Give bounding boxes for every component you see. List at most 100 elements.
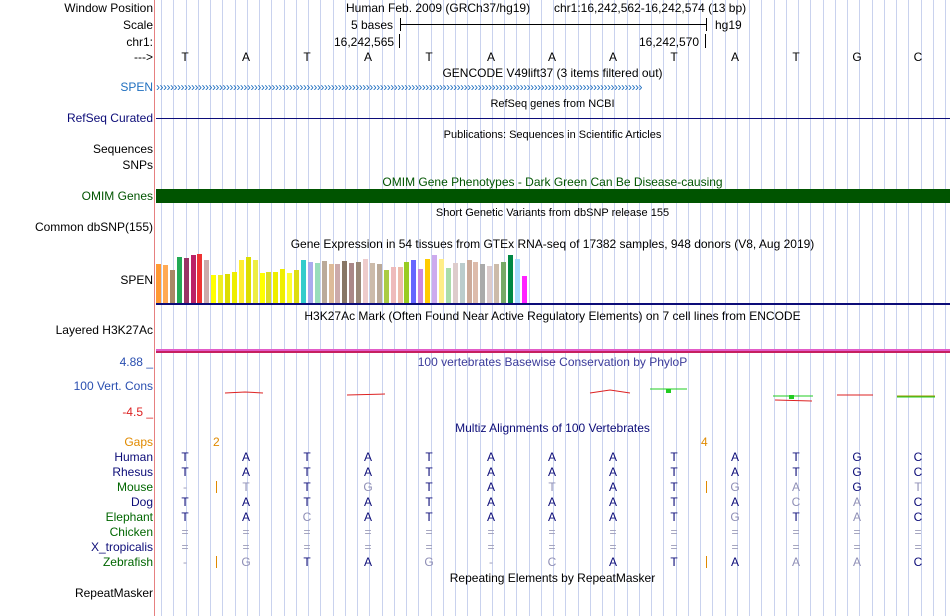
alignment-base: A [363,450,372,464]
species-label[interactable]: Rhesus [112,465,153,479]
grid-line [320,0,321,616]
gtex-tissue-bar[interactable] [397,267,403,303]
gtex-tissue-bar[interactable] [231,272,237,303]
gtex-tissue-bar[interactable] [363,259,368,303]
gtex-tissue-bar[interactable] [321,261,327,303]
coord-left-tick [399,34,400,48]
gaps-label[interactable]: Gaps [124,435,153,449]
gtex-tissue-bar[interactable] [494,264,500,303]
gtex-tissue-bar[interactable] [438,259,444,303]
alignment-base: = [609,525,617,539]
gtex-tissue-bar[interactable] [369,263,375,303]
gtex-tissue-bar[interactable] [300,260,306,303]
publications-label-line2[interactable]: SNPs [122,158,153,172]
gtex-tissue-bar[interactable] [211,275,217,303]
refseq-gene-feature[interactable] [156,118,950,119]
gtex-tissue-bar[interactable] [376,264,382,303]
gencode-gene-label[interactable]: SPEN [120,80,153,94]
species-label[interactable]: Chicken [109,525,153,539]
gtex-baseline [156,303,950,305]
gtex-tissue-bar[interactable] [162,265,168,303]
gtex-tissue-bar[interactable] [314,263,320,303]
species-label[interactable]: Human [114,450,153,464]
dbsnp-track-label[interactable]: Common dbSNP(155) [34,220,153,234]
gtex-tissue-bar[interactable] [266,272,272,303]
gtex-tissue-bar[interactable] [190,255,196,303]
species-label[interactable]: X_tropicalis [90,540,153,554]
gtex-tissue-bar[interactable] [404,262,410,303]
gtex-tissue-bar[interactable] [156,264,161,303]
omim-gene-feature[interactable] [156,189,950,203]
alignment-base: T [425,510,433,524]
grid-line [798,0,799,616]
gtex-tissue-bar[interactable] [307,262,313,303]
gtex-tissue-bar[interactable] [245,257,251,303]
gtex-tissue-bar[interactable] [238,260,244,303]
gtex-tissue-bar[interactable] [411,260,417,303]
species-label[interactable]: Zebrafish [102,555,153,569]
phylop-graph[interactable] [155,380,950,410]
species-label[interactable]: Mouse [116,480,153,494]
refseq-track-label[interactable]: RefSeq Curated [66,111,153,125]
gtex-tissue-bar[interactable] [183,258,189,303]
gtex-tissue-bar[interactable] [287,273,293,303]
gtex-tissue-bar[interactable] [501,262,506,303]
alignment-base: T [670,450,678,464]
gtex-tissue-bar[interactable] [328,264,334,303]
alignment-base: - [489,555,493,569]
publications-label-line1[interactable]: Sequences [92,142,153,156]
phylop-ymin: -4.5 _ [122,405,153,419]
gtex-tissue-bar[interactable] [342,261,348,303]
scale-label: Scale [122,18,153,32]
gtex-tissue-bar[interactable] [466,260,472,303]
h3k27ac-track-label[interactable]: Layered H3K27Ac [55,323,153,337]
gtex-expression-graph[interactable] [156,251,536,303]
gtex-tissue-bar[interactable] [204,260,210,303]
gtex-tissue-bar[interactable] [197,254,203,303]
gtex-tissue-bar[interactable] [225,274,230,303]
repeatmasker-track-label[interactable]: RepeatMasker [74,586,153,600]
grid-line [210,0,211,616]
omim-track-label[interactable]: OMIM Genes [81,189,153,203]
alignment-base: = [364,540,372,554]
grid-line [565,0,566,616]
gtex-tissue-bar[interactable] [169,270,175,303]
gtex-tissue-bar[interactable] [280,269,286,303]
gtex-tissue-bar[interactable] [218,275,224,303]
gtex-tissue-bar[interactable] [356,262,362,303]
phylop-segment [774,399,813,402]
gtex-tissue-bar[interactable] [294,270,299,303]
gtex-tissue-bar[interactable] [390,267,396,303]
gtex-tissue-bar[interactable] [507,255,513,303]
grid-line [774,0,775,616]
grid-line [835,0,836,616]
alignment-base: = [914,525,922,539]
gtex-tissue-bar[interactable] [514,259,520,303]
gtex-tissue-bar[interactable] [521,276,527,303]
gtex-tissue-bar[interactable] [445,268,451,303]
alignment-base: = [181,540,189,554]
gtex-tissue-bar[interactable] [425,259,431,303]
gap-marker [216,556,217,568]
gtex-tissue-bar[interactable] [459,263,465,303]
phylop-track-label[interactable]: 100 Vert. Cons [73,379,153,393]
species-label[interactable]: Elephant [105,510,153,524]
gtex-tissue-bar[interactable] [176,257,182,303]
gtex-tissue-bar[interactable] [252,260,258,303]
gtex-tissue-bar[interactable] [432,255,437,303]
species-label[interactable]: Dog [130,495,153,509]
gtex-tissue-bar[interactable] [335,264,341,303]
gtex-tissue-bar[interactable] [452,263,458,303]
gtex-track-label[interactable]: SPEN [120,273,153,287]
gtex-tissue-bar[interactable] [349,263,355,303]
gtex-tissue-bar[interactable] [480,264,486,303]
gtex-tissue-bar[interactable] [418,269,424,303]
gtex-tissue-bar[interactable] [487,266,493,303]
gencode-gene-feature[interactable]: ››››››››››››››››››››››››››››››››››››››››… [156,81,642,94]
gtex-tissue-bar[interactable] [259,273,265,303]
gtex-tissue-bar[interactable] [273,272,279,303]
alignment-base: = [425,525,433,539]
gtex-tissue-bar[interactable] [473,262,479,303]
gtex-tissue-bar[interactable] [383,270,389,303]
